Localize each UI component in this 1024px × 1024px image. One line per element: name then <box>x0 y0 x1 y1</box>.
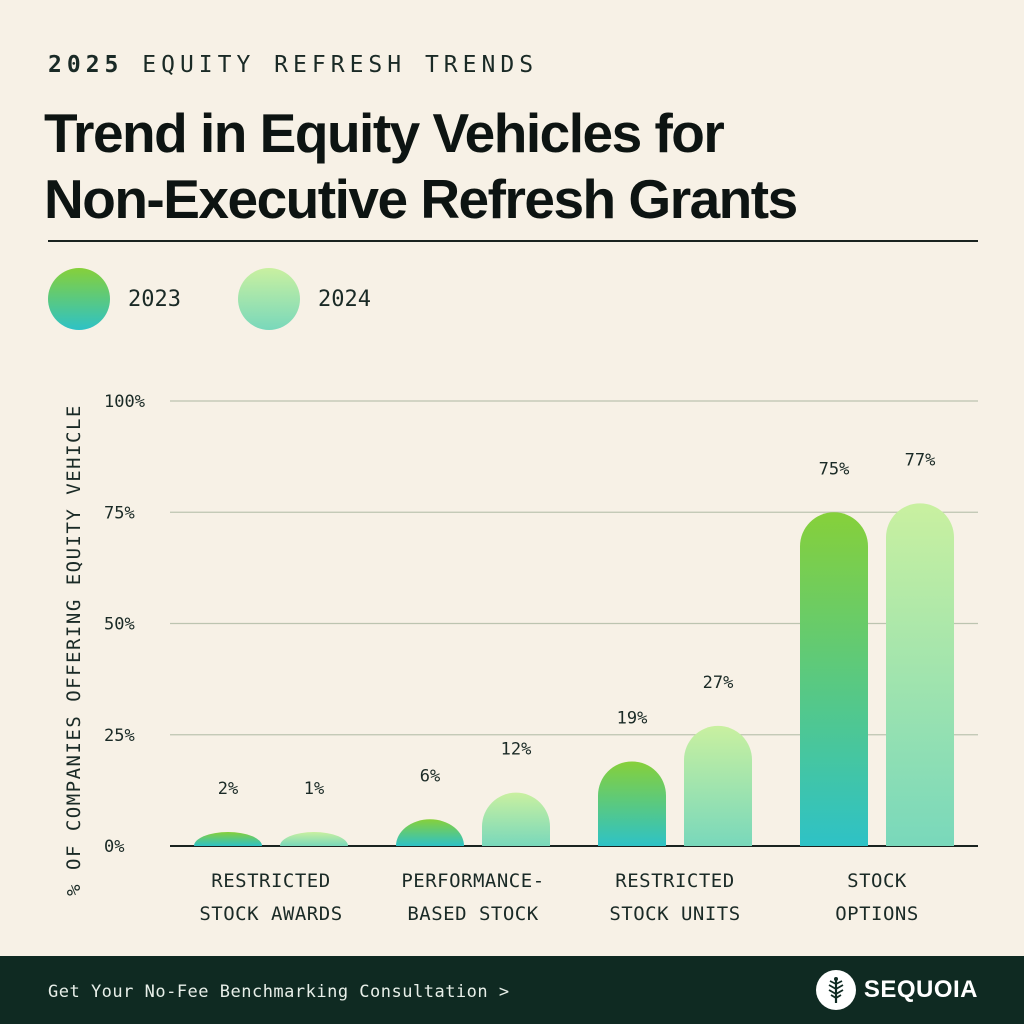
bar-layer <box>194 503 954 846</box>
title-divider <box>48 240 978 242</box>
y-tick-label: 75% <box>104 503 135 523</box>
eyebrow: 2025 EQUITY REFRESH TRENDS <box>48 52 538 78</box>
title-line-2: Non-Executive Refresh Grants <box>44 168 798 230</box>
bar-value-label: 27% <box>703 673 734 693</box>
bar-2024 <box>886 503 954 846</box>
bar-2024 <box>280 832 348 846</box>
bar-value-label: 6% <box>420 766 440 786</box>
consultation-link[interactable]: Get Your No-Fee Benchmarking Consultatio… <box>48 982 510 1002</box>
label-layer: % OF COMPANIES OFFERING EQUITY VEHICLE 0%… <box>63 392 935 925</box>
y-tick-label: 50% <box>104 615 135 635</box>
eyebrow-text: EQUITY REFRESH TRENDS <box>142 52 539 78</box>
x-category-label: RESTRICTED <box>615 870 734 892</box>
brand-logo[interactable]: SEQUOIA <box>815 970 978 1010</box>
brand-name: SEQUOIA <box>863 976 978 1003</box>
eyebrow-year: 2025 <box>48 52 124 78</box>
bar-2023 <box>396 819 464 846</box>
bar-value-label: 1% <box>304 779 324 799</box>
x-category-label: BASED STOCK <box>407 903 538 925</box>
bar-chart: % OF COMPANIES OFFERING EQUITY VEHICLE 0%… <box>63 392 978 925</box>
y-axis-title: % OF COMPANIES OFFERING EQUITY VEHICLE <box>63 404 85 896</box>
bar-2024 <box>684 725 752 846</box>
bar-2023 <box>800 512 868 846</box>
legend-label-2023: 2023 <box>128 286 181 312</box>
y-tick-label: 25% <box>104 726 135 746</box>
page-title: Trend in Equity Vehicles for Non-Executi… <box>44 100 1004 232</box>
x-category-label: STOCK UNITS <box>609 903 740 925</box>
x-category-label: RESTRICTED <box>211 870 330 892</box>
bar-value-label: 2% <box>218 779 238 799</box>
y-tick-label: 100% <box>104 392 145 412</box>
x-category-label: OPTIONS <box>835 903 919 925</box>
bar-2023 <box>598 761 666 846</box>
y-tick-label: 0% <box>104 837 124 857</box>
legend-swatch-2024 <box>238 268 300 330</box>
x-category-label: STOCK <box>847 870 907 892</box>
x-category-label: STOCK AWARDS <box>199 903 342 925</box>
footer-bar: Get Your No-Fee Benchmarking Consultatio… <box>0 956 1024 1024</box>
bar-value-label: 12% <box>501 740 532 760</box>
bar-2024 <box>482 792 550 846</box>
legend-swatch-2023 <box>48 268 110 330</box>
legend-label-2024: 2024 <box>318 286 371 312</box>
legend-item-2024: 2024 <box>238 268 371 330</box>
sequoia-tree-icon <box>815 970 856 1010</box>
bar-value-label: 19% <box>617 708 648 728</box>
x-category-label: PERFORMANCE- <box>401 870 544 892</box>
bar-value-label: 75% <box>819 459 850 479</box>
bar-2023 <box>194 832 262 846</box>
legend-item-2023: 2023 <box>48 268 181 330</box>
bar-value-label: 77% <box>905 450 936 470</box>
title-line-1: Trend in Equity Vehicles for <box>44 102 725 164</box>
